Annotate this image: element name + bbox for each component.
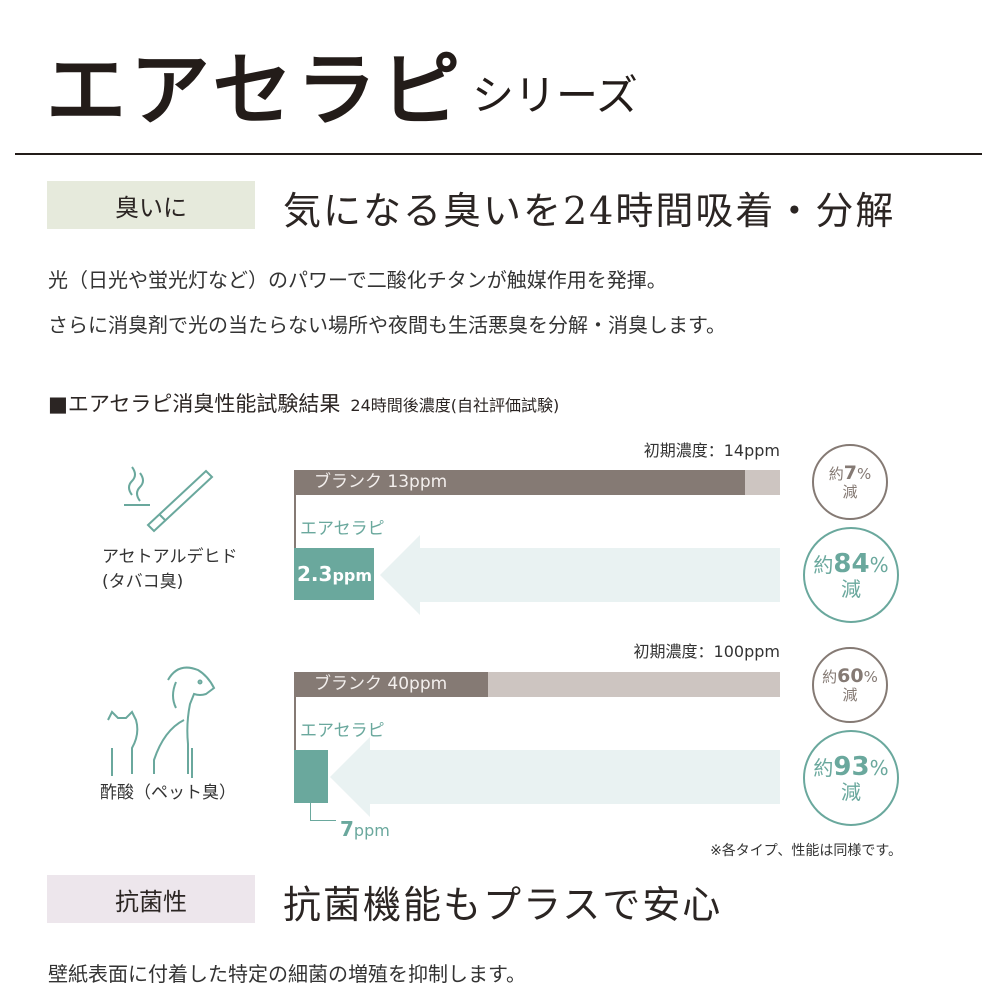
blank-bar: ブランク 13ppm	[294, 470, 746, 495]
footnote: ※各タイプ、性能は同様です。	[710, 843, 902, 859]
product-label: エアセラピ	[300, 721, 385, 741]
blank-bar: ブランク 40ppm	[294, 672, 489, 697]
section-tag-odor: 臭いに	[47, 181, 255, 229]
paragraph-line: 光（日光や蛍光灯など）のパワーで二酸化チタンが触媒作用を発揮。	[48, 268, 667, 292]
cigarette-smoke-icon	[124, 466, 214, 533]
divider	[15, 153, 982, 155]
item-name: アセトアルデヒド	[102, 547, 238, 567]
dog-cat-icon	[107, 666, 216, 778]
item-label: アセトアルデヒド (タバコ臭)	[102, 545, 238, 595]
test-title-row: ■エアセラピ消臭性能試験結果 24時間後濃度(自社評価試験)	[48, 388, 559, 418]
reduction-arrow	[380, 535, 780, 615]
paragraph-line: 壁紙表面に付着した特定の細菌の増殖を抑制します。	[48, 962, 526, 986]
initial-concentration: 初期濃度：14ppm	[643, 441, 780, 460]
item-name-sub: (タバコ臭)	[102, 572, 184, 592]
section-tag-antibacterial: 抗菌性	[47, 875, 255, 923]
blank-reduction-badge: 約60% 減	[812, 647, 888, 723]
leader-line	[310, 820, 336, 821]
axis-line	[294, 495, 296, 600]
section-heading-odor: 気になる臭いを24時間吸着・分解	[283, 189, 896, 233]
product-reduction-badge: 約93% 減	[803, 730, 899, 826]
paragraph-line: さらに消臭剤で光の当たらない場所や夜間も生活悪臭を分解・消臭します。	[48, 313, 726, 337]
blank-reduction-badge: 約7% 減	[812, 444, 888, 520]
product-bar: 2.3ppm	[294, 548, 374, 600]
initial-concentration: 初期濃度：100ppm	[633, 642, 780, 661]
product-value: 7ppm	[340, 817, 390, 841]
page-subtitle: シリーズ	[472, 71, 638, 120]
test-title: ■エアセラピ消臭性能試験結果	[48, 392, 341, 416]
reduction-arrow	[330, 737, 780, 817]
page-title: エアセラピ	[46, 44, 465, 137]
item-label: 酢酸（ペット臭）	[100, 783, 236, 803]
section-heading-antibacterial: 抗菌機能もプラスで安心	[283, 883, 723, 927]
product-label: エアセラピ	[300, 519, 385, 539]
product-reduction-badge: 約84% 減	[803, 527, 899, 623]
product-value: 2.3ppm	[297, 562, 373, 586]
leader-line	[310, 777, 311, 821]
product-bar	[294, 750, 329, 803]
test-subtitle: 24時間後濃度(自社評価試験)	[350, 396, 560, 415]
